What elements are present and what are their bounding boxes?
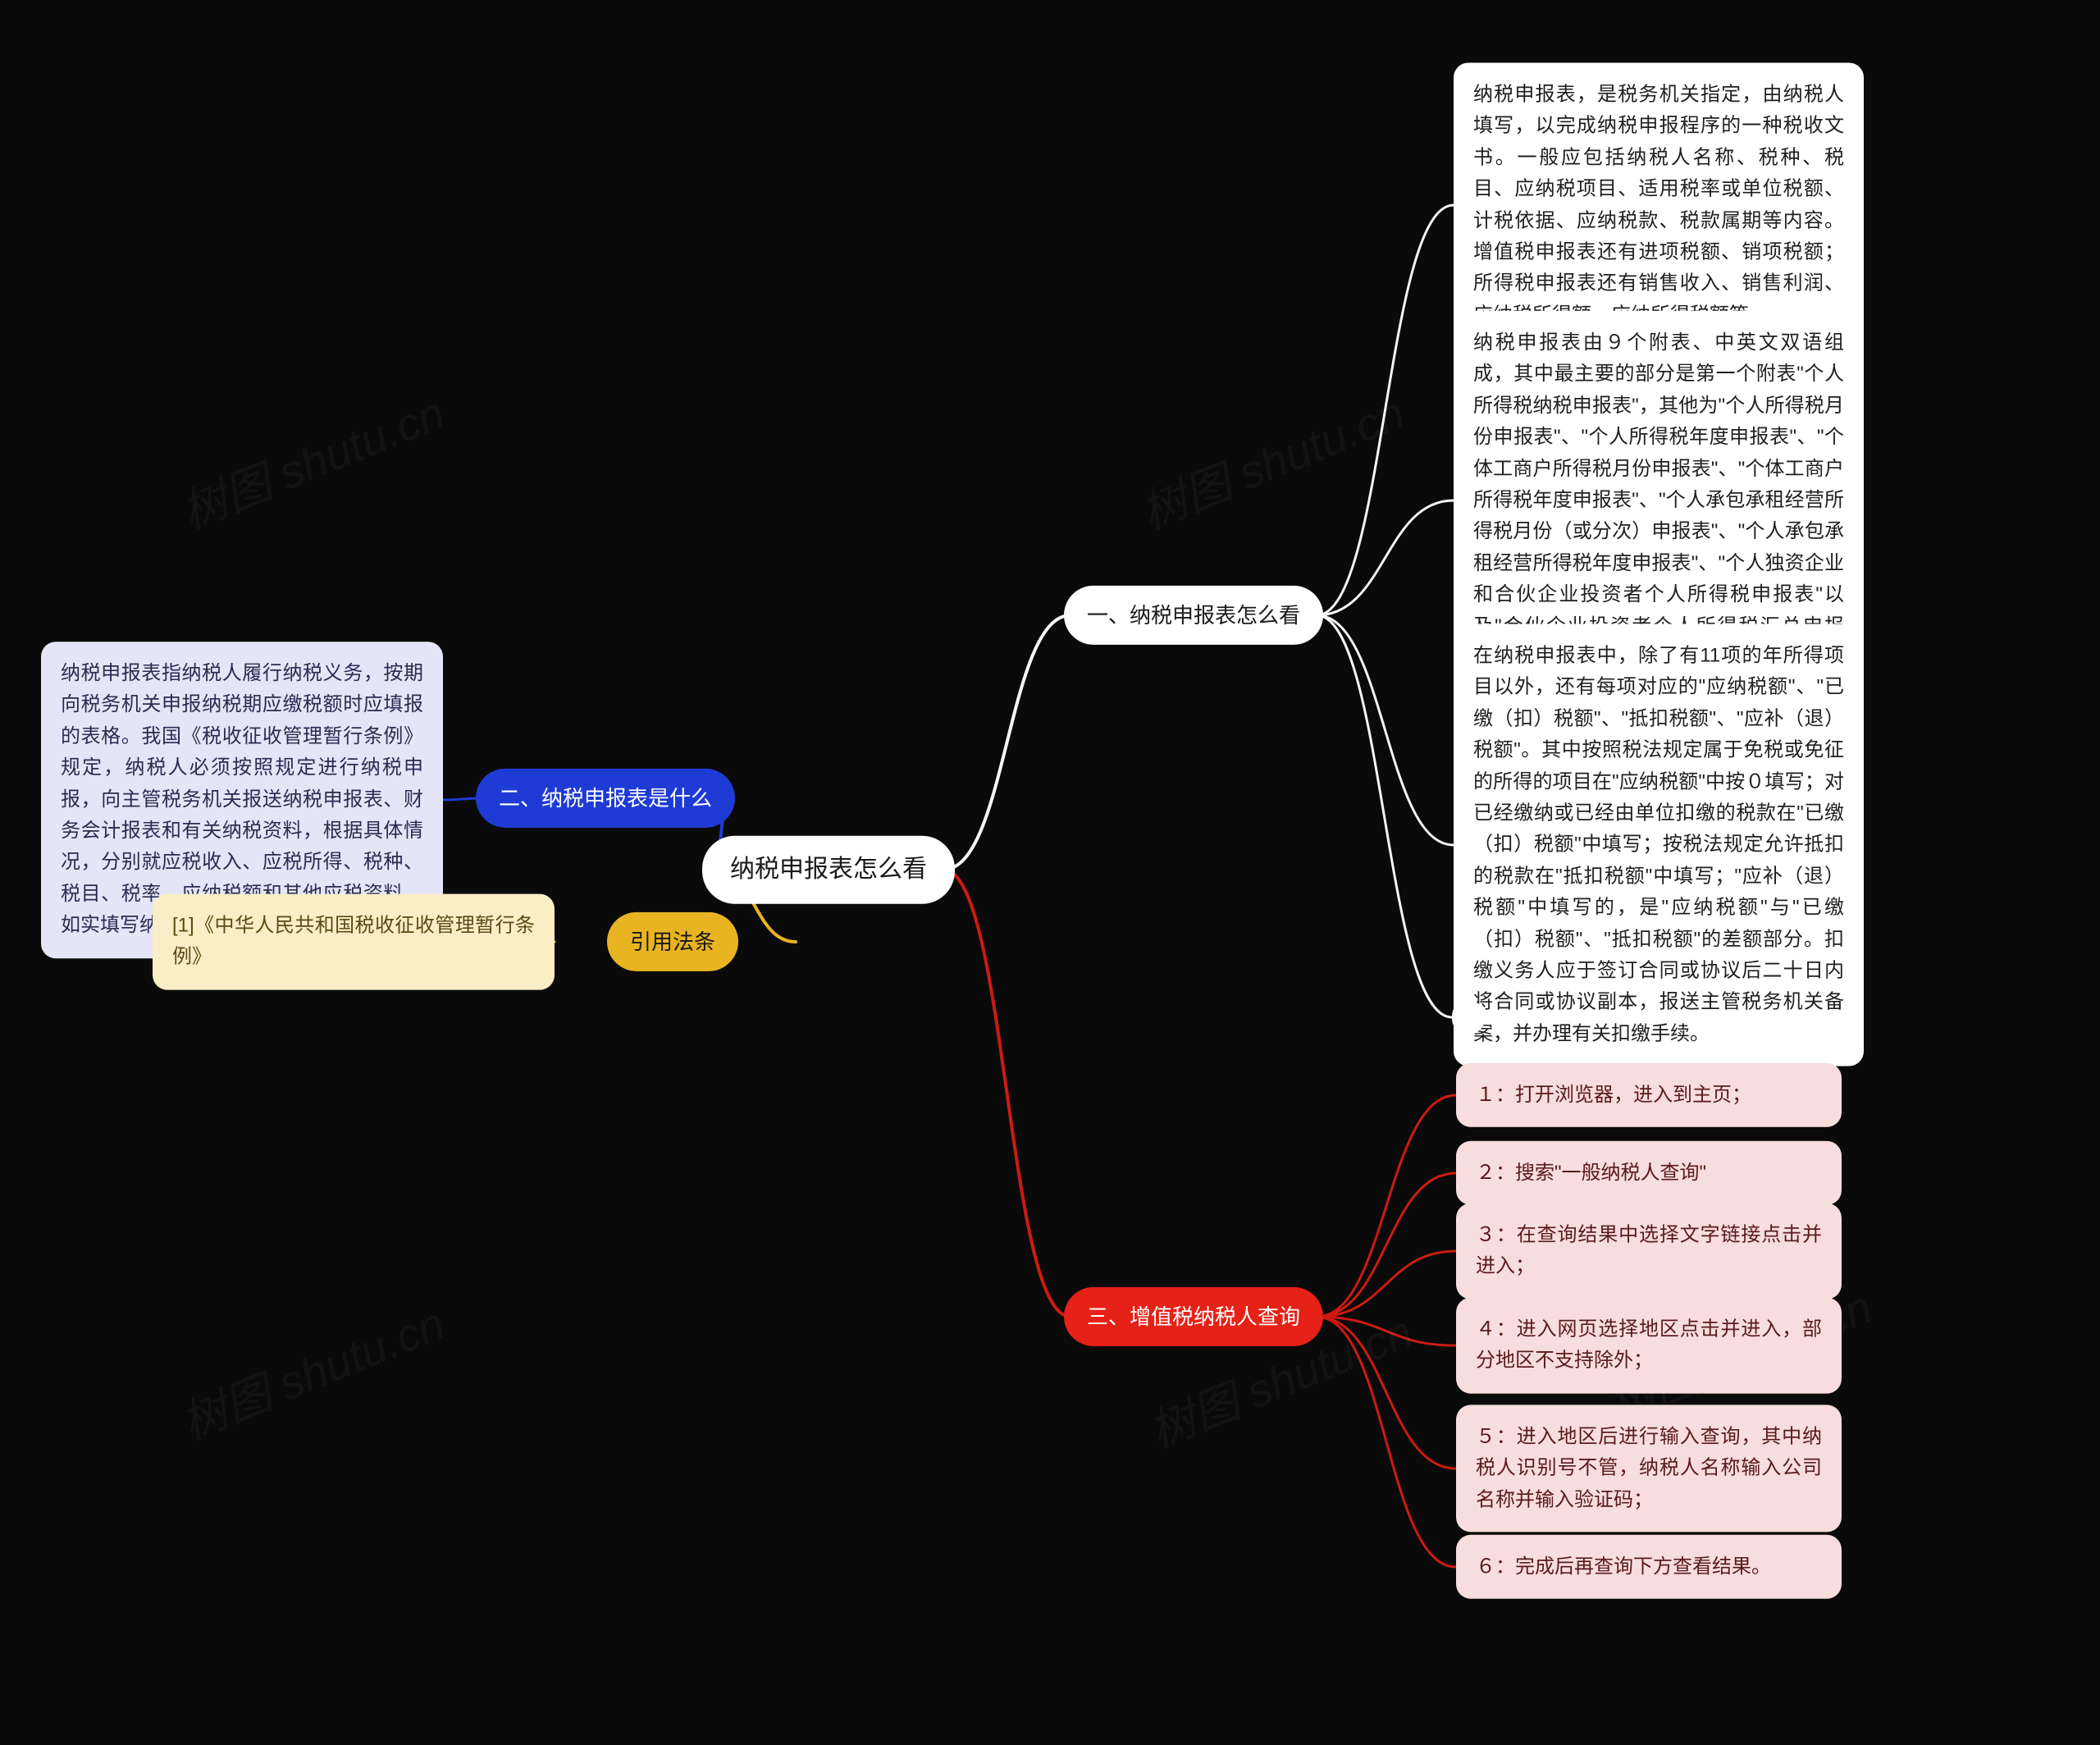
watermark: 树图 shutu.cn xyxy=(1130,377,1413,542)
branch-node[interactable]: 三、增值税纳税人查询 xyxy=(1064,1287,1323,1346)
leaf-node[interactable]: [1]《中华人民共和国税收征收管理暂行条例》 xyxy=(153,894,555,990)
watermark: 树图 shutu.cn xyxy=(171,377,454,542)
watermark: 树图 shutu.cn xyxy=(171,1287,454,1453)
leaf-node[interactable] xyxy=(1452,1001,1485,1034)
root-node[interactable]: 纳税申报表怎么看 xyxy=(702,836,955,904)
leaf-node[interactable]: ２：搜索"一般纳税人查询" xyxy=(1456,1141,1842,1205)
branch-node[interactable]: 一、纳税申报表怎么看 xyxy=(1064,586,1323,645)
leaf-node[interactable]: ４：进入网页选择地区点击并进入，部分地区不支持除外； xyxy=(1456,1298,1842,1394)
leaf-node[interactable]: ５：进入地区后进行输入查询，其中纳税人识别号不管，纳税人名称输入公司名称并输入验… xyxy=(1456,1405,1842,1532)
leaf-node[interactable]: 纳税申报表，是税务机关指定，由纳税人填写，以完成纳税申报程序的一种税收文书。一般… xyxy=(1454,62,1864,347)
branch-node[interactable]: 引用法条 xyxy=(607,912,738,971)
leaf-node[interactable]: １：打开浏览器，进入到主页； xyxy=(1456,1063,1842,1127)
leaf-node[interactable]: ３：在查询结果中选择文字链接点击并进入； xyxy=(1456,1204,1842,1300)
branch-node[interactable]: 二、纳税申报表是什么 xyxy=(476,769,735,828)
leaf-node[interactable]: ６：完成后再查询下方查看结果。 xyxy=(1456,1535,1842,1599)
leaf-node[interactable]: 在纳税申报表中，除了有11项的年所得项目以外，还有每项对应的"应纳税额"、"已缴… xyxy=(1454,624,1864,1066)
